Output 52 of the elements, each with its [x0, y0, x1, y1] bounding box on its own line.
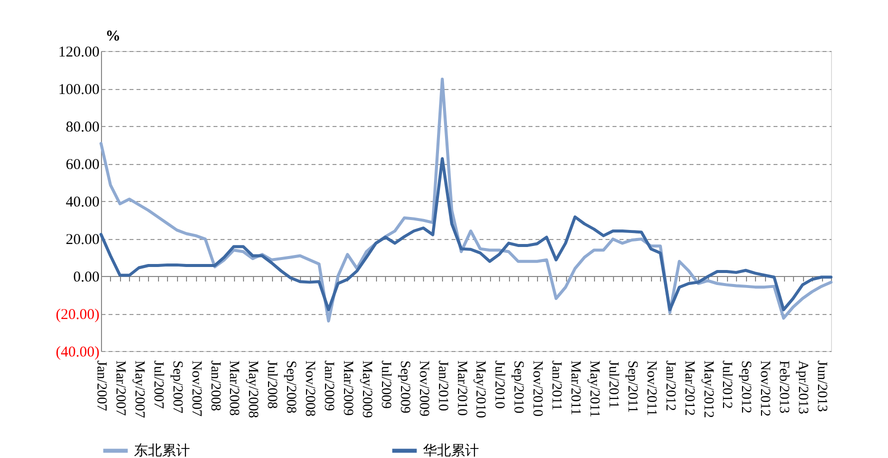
x-tick-label: Jul/2008 — [264, 360, 280, 409]
x-tick-label: Sep/2011 — [624, 360, 640, 413]
x-tick-label: Feb/2013 — [776, 360, 792, 414]
legend-label: 东北累计 — [134, 442, 190, 458]
x-tick-label: Jul/2011 — [605, 360, 620, 408]
x-tick-label: Sep/2008 — [283, 360, 298, 414]
x-tick-label: Jul/2009 — [378, 360, 393, 409]
y-tick-label: 120.00 — [58, 44, 100, 60]
x-tick-label: Jan/2011 — [548, 360, 564, 411]
x-tick-label: Mar/2009 — [340, 360, 355, 416]
x-tick-label: Jul/2007 — [150, 360, 166, 409]
x-tick-label: Nov/2009 — [416, 360, 431, 416]
x-tick-label: Jun/2013 — [814, 360, 830, 412]
x-tick-label: Mar/2010 — [454, 360, 469, 416]
x-tick-label: Jul/2010 — [492, 360, 507, 409]
legend-label: 华北累计 — [423, 442, 479, 458]
x-tick-label: May/2010 — [472, 360, 488, 418]
y-tick-label: (40.00) — [56, 344, 100, 360]
y-tick-label: 80.00 — [66, 120, 100, 136]
x-tick-label: Jan/2010 — [434, 360, 450, 412]
x-tick-label: May/2007 — [131, 360, 146, 418]
x-tick-label: Mar/2011 — [568, 360, 583, 416]
y-tick-label: 40.00 — [66, 194, 100, 210]
y-tick-label: 100.00 — [58, 82, 100, 98]
x-tick-label: Nov/2008 — [302, 360, 318, 416]
x-tick-label: May/2012 — [700, 360, 716, 418]
x-tick-label: Nov/2011 — [643, 360, 658, 416]
line-series — [100, 157, 832, 312]
x-tick-label: Jan/2008 — [207, 360, 222, 412]
y-tick-label: 0.00 — [73, 270, 100, 286]
y-tick-label: 60.00 — [66, 157, 100, 173]
y-tick-label: (20.00) — [56, 307, 100, 323]
x-tick-label: Mar/2012 — [681, 360, 696, 416]
x-tick-label: Nov/2010 — [530, 360, 545, 416]
x-tick-label: Jan/2007 — [94, 360, 108, 412]
x-tick-label: Nov/2007 — [188, 360, 204, 416]
x-tick-label: Nov/2012 — [757, 360, 772, 416]
x-tick-label: May/2008 — [245, 360, 260, 418]
x-tick-label: Sep/2009 — [396, 360, 412, 414]
x-tick-label: May/2011 — [586, 360, 602, 418]
x-tick-label: May/2009 — [358, 360, 374, 418]
x-tick-label: Jul/2012 — [719, 360, 734, 409]
y-axis-title: % — [106, 28, 120, 44]
y-tick-label: 20.00 — [66, 232, 100, 248]
x-tick-label: Jan/2012 — [662, 360, 678, 412]
x-tick-label: Apr/2013 — [795, 360, 810, 414]
x-tick-label: Mar/2007 — [112, 360, 128, 416]
x-tick-label: Sep/2012 — [738, 360, 754, 414]
x-tick-label: Jan/2009 — [321, 360, 336, 412]
x-tick-label: Sep/2010 — [510, 360, 526, 414]
x-tick-label: Sep/2007 — [169, 360, 184, 414]
x-tick-label: Mar/2008 — [226, 360, 242, 416]
